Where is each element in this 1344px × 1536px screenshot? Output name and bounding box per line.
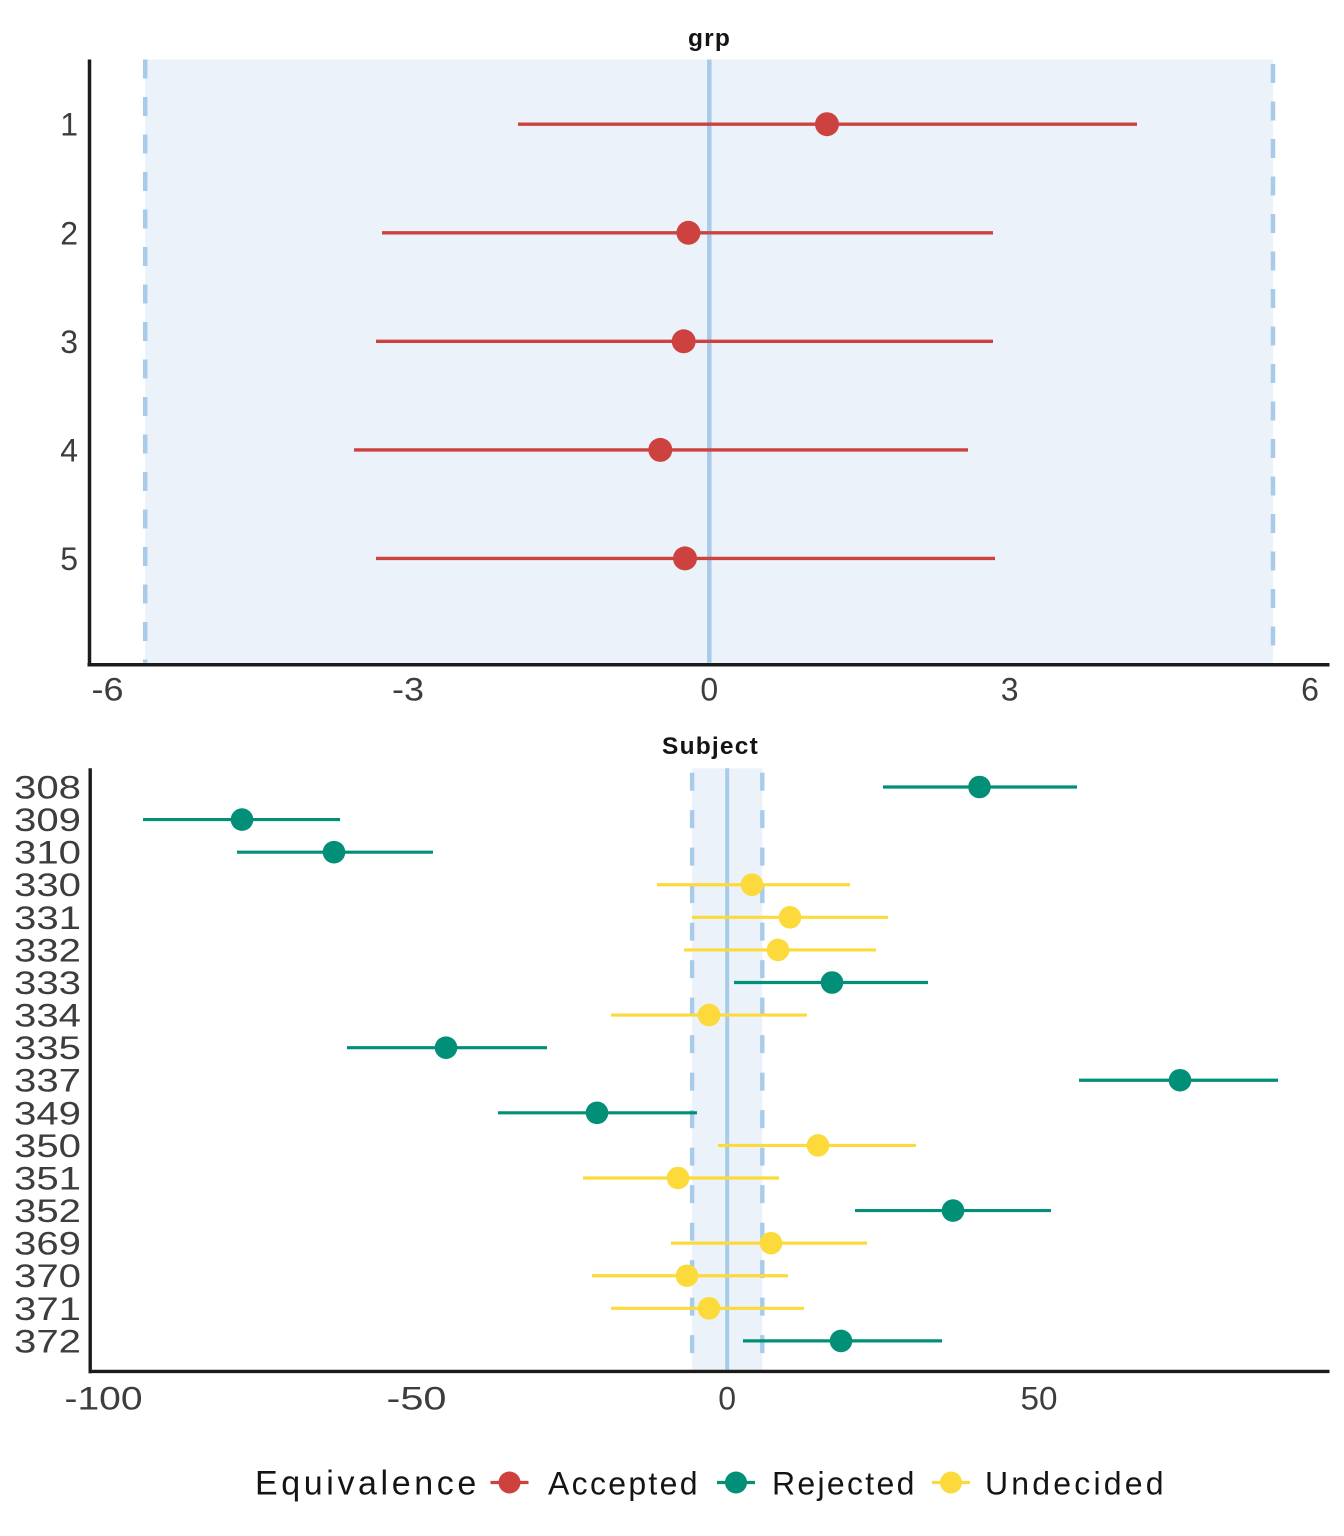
svg-text:371: 371 (14, 1291, 81, 1327)
svg-text:372: 372 (14, 1323, 81, 1359)
svg-text:0: 0 (700, 672, 718, 708)
svg-text:50: 50 (1021, 1381, 1058, 1417)
svg-text:0: 0 (718, 1381, 736, 1417)
svg-text:352: 352 (14, 1193, 81, 1229)
svg-text:Equivalence: Equivalence (255, 1465, 480, 1503)
svg-text:310: 310 (14, 835, 81, 871)
svg-text:334: 334 (14, 998, 81, 1034)
svg-text:-100: -100 (65, 1381, 143, 1417)
svg-text:1: 1 (60, 107, 78, 143)
svg-text:-50: -50 (387, 1381, 447, 1417)
svg-text:309: 309 (14, 802, 81, 838)
svg-text:5: 5 (60, 541, 78, 577)
svg-text:4: 4 (60, 432, 78, 468)
svg-text:-3: -3 (392, 672, 424, 708)
svg-text:6: 6 (1301, 672, 1319, 708)
svg-text:337: 337 (14, 1063, 81, 1099)
svg-text:335: 335 (14, 1030, 81, 1066)
svg-text:370: 370 (14, 1258, 81, 1294)
svg-text:Rejected: Rejected (772, 1466, 917, 1502)
svg-text:2: 2 (60, 215, 78, 251)
svg-text:331: 331 (14, 900, 81, 936)
svg-text:351: 351 (14, 1160, 81, 1196)
svg-text:Undecided: Undecided (985, 1466, 1167, 1502)
svg-text:369: 369 (14, 1226, 81, 1262)
svg-text:350: 350 (14, 1128, 81, 1164)
svg-text:330: 330 (14, 867, 81, 903)
svg-text:349: 349 (14, 1095, 81, 1131)
svg-text:Subject: Subject (662, 733, 759, 760)
svg-text:3: 3 (60, 324, 78, 360)
svg-text:308: 308 (14, 770, 81, 806)
svg-text:3: 3 (1001, 672, 1019, 708)
svg-text:Accepted: Accepted (548, 1466, 700, 1502)
svg-text:332: 332 (14, 932, 81, 968)
svg-text:333: 333 (14, 965, 81, 1001)
svg-text:-6: -6 (92, 672, 124, 708)
svg-text:grp: grp (688, 25, 731, 52)
